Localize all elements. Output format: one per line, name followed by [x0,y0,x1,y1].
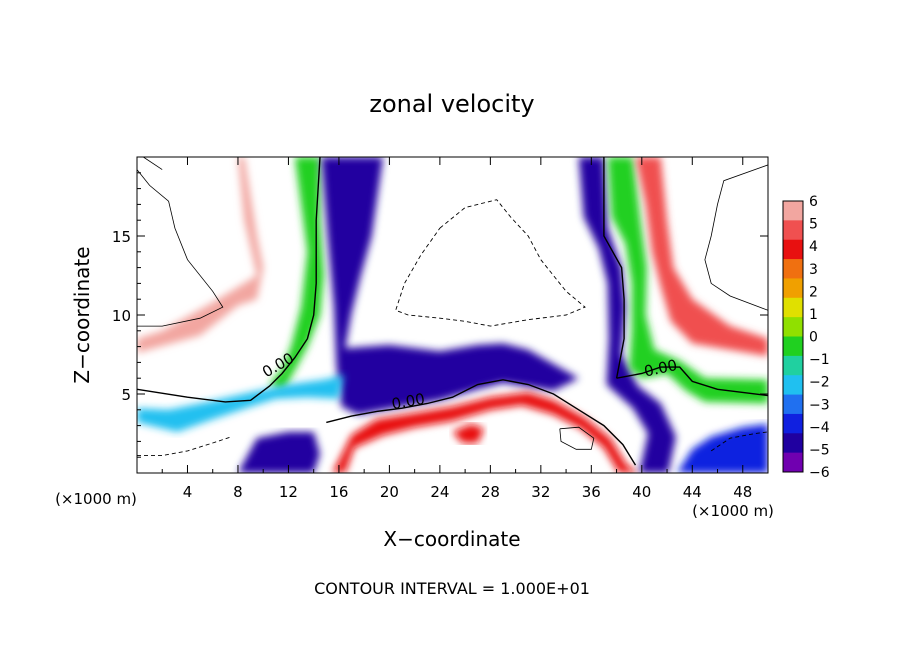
y-axis: 5 10 15 [112,172,768,458]
zero-contour-2 [616,366,768,397]
x-tick-label: 16 [329,483,348,501]
colorbar-swatch [783,201,803,221]
colorbar-swatch [783,239,803,260]
velocity-field [137,157,768,473]
colorbar-swatch [783,220,803,241]
velocity-region-5 [578,157,676,473]
velocity-region-4 [332,392,640,473]
x-tick-label: 28 [481,483,500,501]
colorbar-tick-label: −3 [809,397,830,413]
colorbar-swatch [783,394,803,415]
thin-contour-3 [559,426,595,450]
y-tick-label: 10 [112,307,131,325]
colorbar-tick-label: 3 [809,262,818,278]
x-unit-right: (×1000 m) [692,502,774,520]
thin-contour-1 [143,157,163,170]
contour-lines [137,157,768,466]
colorbar-swatch [783,297,803,318]
y-tick-label: 15 [112,228,131,246]
x-tick-label: 12 [279,483,298,501]
x-tick-label: 24 [430,483,449,501]
y-axis-label: Z−coordinate [70,246,94,383]
velocity-region-2 [321,157,579,415]
x-tick-label: 36 [582,483,601,501]
chart-title: zonal velocity [369,90,534,118]
velocity-region-0 [137,157,264,353]
colorbar-tick-label: −1 [809,352,830,368]
x-tick-label: 32 [531,483,550,501]
colorbar-tick-label: −2 [809,375,830,391]
x-axis: 4 8 12 16 20 24 28 32 36 40 44 48 [161,157,752,501]
x-tick-label: 8 [233,483,243,501]
colorbar-swatch [783,433,803,454]
x-tick-label: 40 [632,483,651,501]
colorbar-swatch [783,317,803,337]
colorbar-swatch [783,355,803,376]
colorbar-tick-label: 0 [809,330,818,346]
thin-contour-0 [137,169,224,327]
x-tick-label: 44 [683,483,702,501]
velocity-region-7 [635,157,768,357]
y-tick-label: 5 [121,386,131,404]
x-tick-label: 48 [733,483,752,501]
colorbar-tick-label: 4 [809,239,818,255]
colorbar-swatch [783,413,803,434]
colorbar-tick-label: 6 [809,194,818,210]
velocity-region-8 [238,431,320,473]
x-unit-left: (×1000 m) [55,490,137,508]
colorbar-tick-label: 5 [809,217,818,233]
contour-labels: 0.000.000.00 [259,349,679,413]
colorbar-tick-label: −4 [809,420,830,436]
colorbar-swatch [783,259,803,279]
colorbar-tick-label: 1 [809,307,818,323]
colorbar-swatch [783,336,803,357]
colorbar-swatch [783,278,803,299]
dashed-contour-2 [710,431,768,452]
colorbar-swatch [783,375,803,396]
zero-contour-1 [326,379,637,466]
velocity-region-3 [137,375,344,432]
dashed-contour-1 [137,436,232,457]
colorbar-frame [782,200,804,473]
contour-interval-note: CONTOUR INTERVAL = 1.000E+01 [314,579,590,598]
zero-contour-0 [137,157,321,403]
colorbar-swatch [783,452,803,473]
colorbar-tick-label: −6 [809,465,830,481]
x-tick-label: 20 [380,483,399,501]
velocity-region-9 [677,424,768,473]
x-tick-label: 4 [183,483,193,501]
velocity-region-10 [452,424,485,443]
colorbar-tick-label: 2 [809,284,818,300]
x-axis-label: X−coordinate [383,527,520,551]
zero-contour-3 [603,157,625,379]
velocity-region-6 [607,157,768,404]
colorbar-tick-label: −5 [809,442,830,458]
colorbar: 6 5 4 3 2 1 0 −1 −2 −3 −4 −5 −6 [782,194,830,481]
thin-contour-2 [704,164,768,311]
contour-label-1: 0.00 [390,390,426,414]
